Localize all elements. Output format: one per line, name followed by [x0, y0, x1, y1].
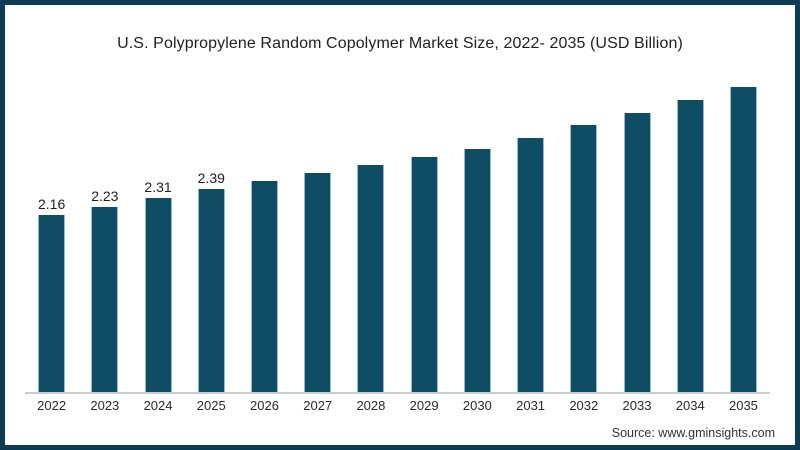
- bar-column: [504, 119, 557, 392]
- bar-2030: [463, 149, 491, 392]
- x-tick-2030: 2030: [462, 398, 492, 413]
- x-axis: 2022 2023 2024 2025 2026 2027 2028 2029 2030 2031…: [25, 398, 770, 413]
- bar-2033: [623, 112, 651, 392]
- bar-value-label: 2.23: [91, 187, 119, 204]
- bar-column: 2.23: [78, 188, 131, 392]
- bar-2024: [144, 197, 172, 392]
- x-tick-2028: 2028: [356, 398, 386, 413]
- bar-2025: [197, 188, 225, 392]
- x-tick-2034: 2034: [675, 398, 705, 413]
- bar-2029: [410, 156, 438, 392]
- bar-column: [610, 94, 663, 392]
- x-tick-2024: 2024: [143, 398, 173, 413]
- x-tick-2025: 2025: [196, 398, 226, 413]
- bar-column: [344, 146, 397, 392]
- bar-value-label: 2.16: [37, 195, 66, 212]
- bar-column: [664, 81, 717, 392]
- source-attribution: Source: www.gminsights.com: [611, 426, 775, 440]
- x-tick-2022: 2022: [37, 398, 67, 413]
- x-tick-2035: 2035: [728, 398, 758, 413]
- bar-column: 2.16: [25, 195, 78, 392]
- x-tick-2026: 2026: [250, 398, 279, 413]
- bar-2023: [91, 206, 119, 392]
- x-tick-2031: 2031: [516, 398, 546, 413]
- bar-column: [291, 154, 344, 392]
- bar-2026: [250, 180, 278, 392]
- bar-column: [557, 106, 610, 392]
- bar-2027: [304, 172, 332, 392]
- bar-value-label: 2.39: [197, 169, 225, 186]
- x-tick-2027: 2027: [303, 398, 333, 413]
- x-tick-2033: 2033: [622, 398, 652, 413]
- bar-2034: [676, 100, 704, 392]
- plot-area: 2.16 2.23 2.31 2.39: [25, 80, 770, 394]
- x-tick-2029: 2029: [409, 398, 439, 413]
- bar-2031: [517, 137, 545, 392]
- bar-column: [398, 138, 451, 392]
- x-tick-2023: 2023: [90, 398, 120, 413]
- bar-column: [717, 68, 770, 392]
- bar-column: 2.31: [131, 179, 184, 392]
- bar-column: [451, 130, 504, 392]
- x-tick-2032: 2032: [569, 398, 599, 413]
- bar-column: 2.39: [185, 169, 238, 392]
- bar-column: [238, 162, 291, 392]
- bar-2022: [38, 214, 66, 392]
- chart-title: U.S. Polypropylene Random Copolymer Mark…: [117, 35, 683, 52]
- bar-value-label: 2.31: [144, 178, 172, 195]
- bar-2035: [729, 86, 757, 392]
- bar-2032: [570, 125, 598, 392]
- bar-2028: [357, 164, 385, 392]
